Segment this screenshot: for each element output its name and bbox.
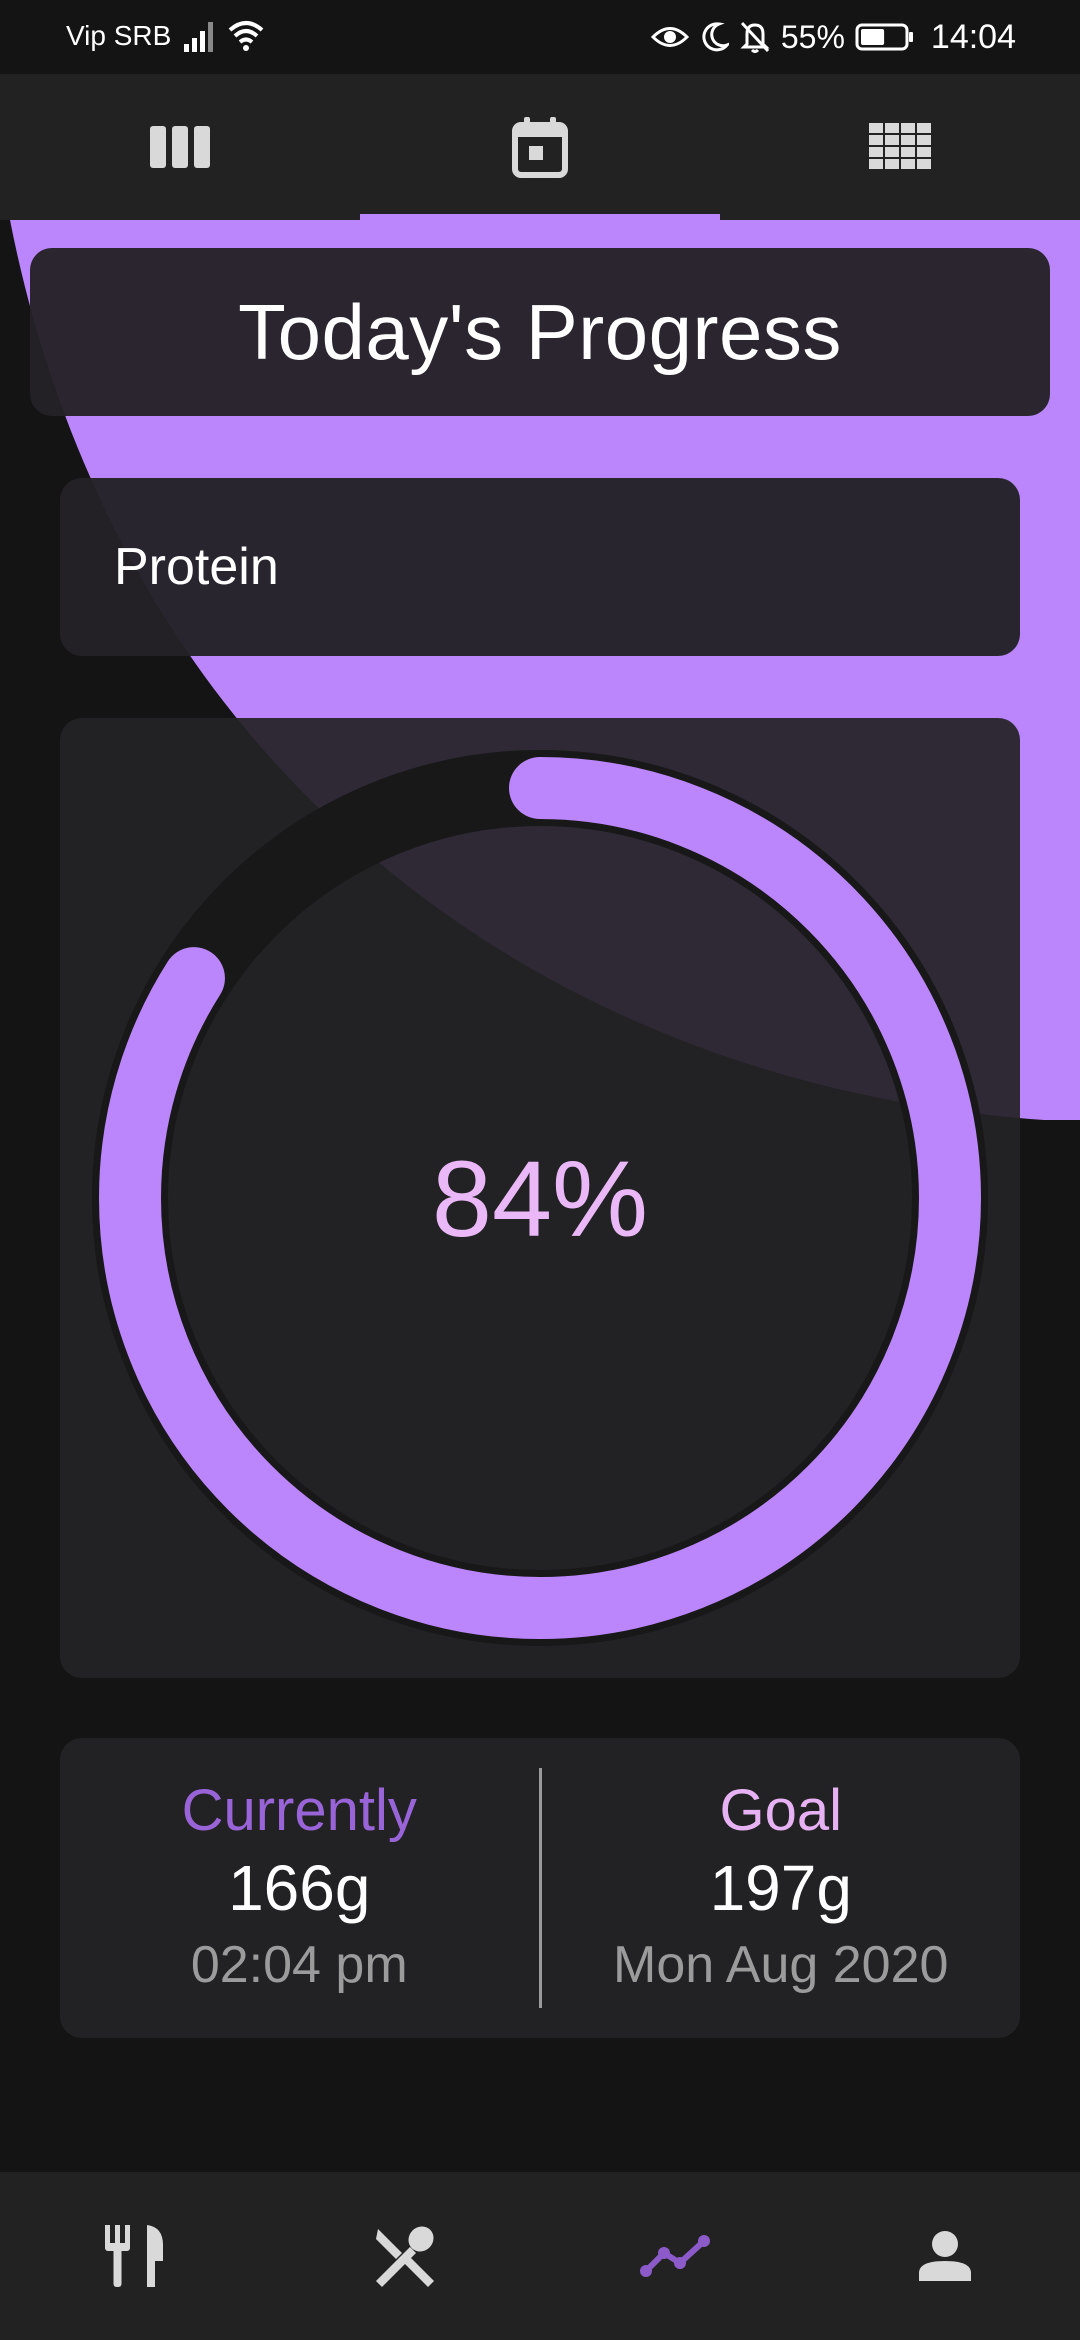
top-tab-bar [0, 74, 1080, 220]
goal-date: Mon Aug 2020 [613, 1936, 949, 1994]
status-bar: Vip SRB 55% [0, 0, 1080, 74]
page-title: Today's Progress [238, 287, 842, 376]
utensils-cross-icon [376, 2226, 434, 2287]
clock: 14:04 [930, 17, 1016, 56]
title-card: Today's Progress [30, 248, 1050, 416]
carrier-label: Vip SRB [66, 20, 172, 51]
progress-percent: 84% [431, 1137, 649, 1259]
current-value: 166g [228, 1852, 371, 1924]
battery-percent: 55% [780, 18, 845, 55]
progress-ring-arc [99, 757, 981, 1639]
nav-profile[interactable] [810, 2172, 1080, 2340]
goal-stat: Goal 197g Mon Aug 2020 [542, 1738, 1021, 2038]
status-right-group: 55% 14:04 [650, 16, 1016, 58]
current-stat: Currently 166g 02:04 pm [60, 1738, 539, 2038]
fork-knife-icon [105, 2225, 163, 2287]
progress-ring-card: 84% [60, 718, 1020, 1678]
columns-icon [150, 126, 210, 168]
stats-divider [538, 1768, 542, 2008]
person-icon [919, 2231, 971, 2281]
goal-value: 197g [709, 1852, 852, 1924]
tab-calendar[interactable] [360, 74, 720, 220]
nav-progress[interactable] [540, 2172, 810, 2340]
nav-food[interactable] [270, 2172, 540, 2340]
grid-icon [869, 123, 931, 169]
wifi-icon [228, 21, 264, 51]
progress-ring [92, 750, 988, 1646]
tab-grid[interactable] [720, 74, 1080, 220]
tab-columns[interactable] [0, 74, 360, 220]
bell-off-icon [740, 21, 770, 53]
nav-meals[interactable] [0, 2172, 270, 2340]
nutrient-label: Protein [114, 538, 279, 596]
goal-label: Goal [719, 1778, 842, 1843]
current-label: Currently [181, 1778, 417, 1843]
signal-icon [184, 22, 213, 52]
moon-icon [702, 22, 729, 52]
eye-icon [650, 27, 689, 47]
calendar-icon [512, 117, 568, 178]
nutrient-selector[interactable]: Protein [60, 478, 1020, 656]
trending-icon [640, 2235, 710, 2277]
stats-card: Currently 166g 02:04 pm Goal 197g Mon Au… [60, 1738, 1020, 2038]
current-time: 02:04 pm [190, 1936, 408, 1994]
bottom-nav-bar [0, 2172, 1080, 2340]
battery-icon [855, 23, 913, 51]
